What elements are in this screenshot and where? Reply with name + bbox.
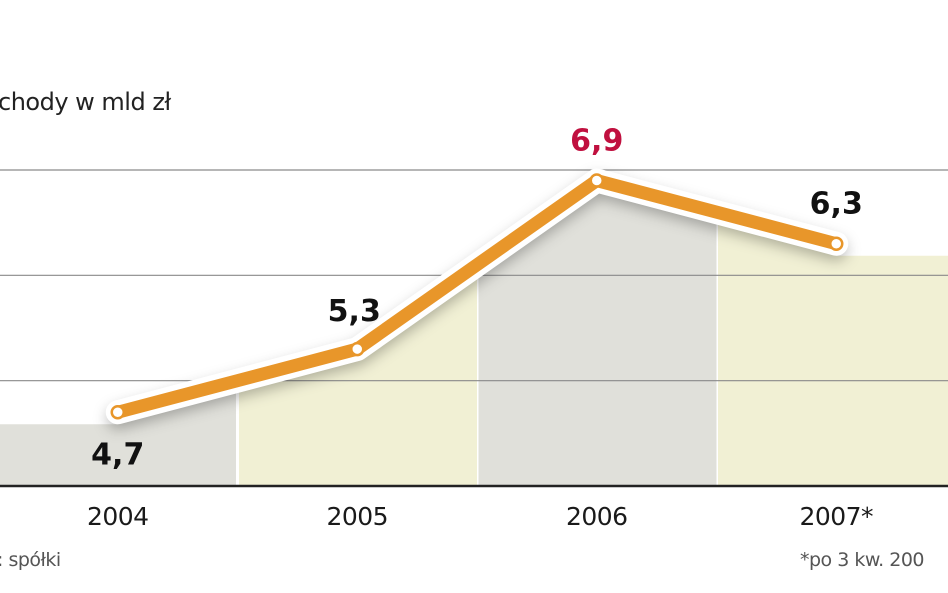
source-note: : spółki — [0, 549, 61, 571]
data-point-2005 — [350, 341, 365, 357]
data-point-2007 — [829, 236, 844, 251]
column-band-2005 — [239, 192, 477, 486]
x-tick-label: 2006 — [566, 502, 628, 531]
x-tick-label: 2005 — [326, 502, 388, 531]
x-tick-label: 2007* — [799, 502, 873, 531]
data-label: 6,9 — [570, 124, 623, 159]
series-line — [111, 174, 843, 419]
footnote: *po 3 kw. 200 — [800, 549, 925, 571]
x-tick-label: 2004 — [87, 502, 149, 531]
data-point-2006 — [589, 173, 604, 188]
data-label: 5,3 — [328, 294, 381, 329]
chart-title: chody w mld zł — [0, 88, 171, 116]
data-label: 4,7 — [91, 437, 144, 472]
data-label: 6,3 — [810, 187, 863, 222]
data-point-2004 — [110, 405, 125, 420]
